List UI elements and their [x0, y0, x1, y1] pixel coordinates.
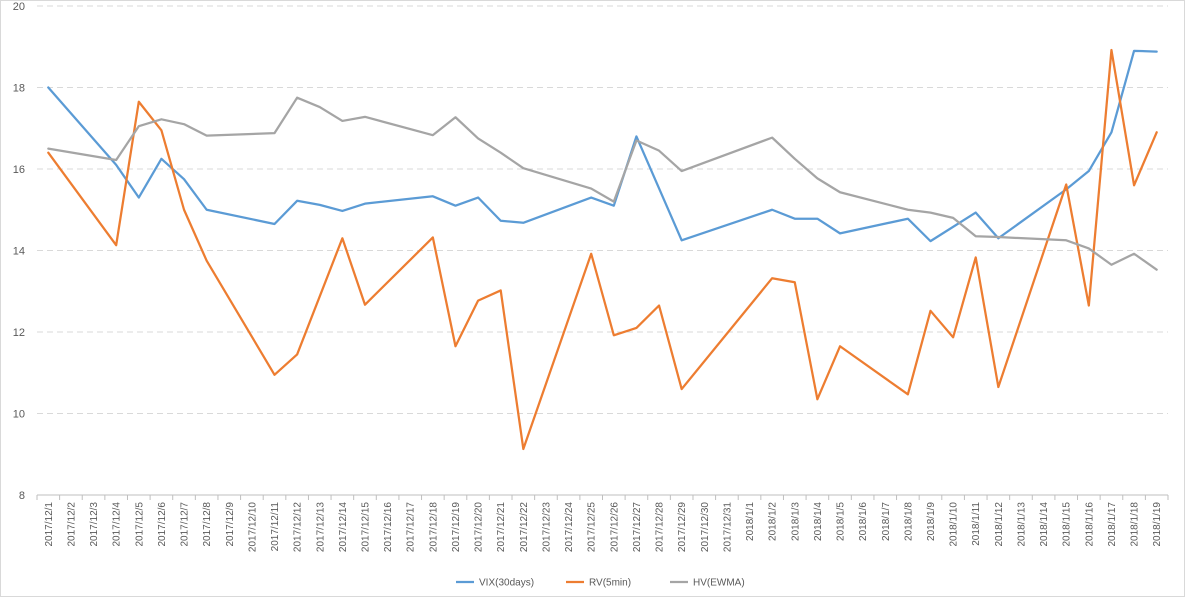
y-tick-label: 14	[13, 246, 25, 258]
x-tick-label: 2017/12/7	[180, 502, 191, 547]
x-tick-label: 2018/1/18	[1130, 502, 1141, 547]
x-tick-label: 2018/1/16	[1084, 502, 1095, 547]
x-tick-label: 2018/1/14	[1039, 502, 1050, 547]
x-tick-label: 2017/12/3	[89, 502, 100, 547]
x-tick-label: 2017/12/12	[293, 502, 304, 552]
x-tick-label: 2018/1/7	[881, 502, 892, 541]
x-tick-label: 2017/12/9	[225, 502, 236, 547]
x-tick-label: 2017/12/29	[677, 502, 688, 552]
legend-label: RV(5min)	[589, 578, 631, 589]
legend: VIX(30days) RV(5min) HV(EWMA)	[456, 578, 745, 589]
x-tick-label: 2018/1/6	[858, 502, 869, 541]
x-tick-label: 2017/12/11	[270, 502, 281, 552]
x-tick-label: 2017/12/16	[383, 502, 394, 552]
x-tick-label: 2018/1/10	[949, 502, 960, 547]
x-tick-label: 2017/12/27	[632, 502, 643, 552]
x-tick-label: 2017/12/23	[541, 502, 552, 552]
x-tick-label: 2018/1/4	[813, 502, 824, 541]
x-axis-tick-labels: 2017/12/1 2017/12/2 2017/12/3 2017/12/4 2017…	[44, 502, 1163, 552]
series-lines	[47, 48, 1158, 451]
x-tick-label: 2018/1/17	[1107, 502, 1118, 547]
x-tick-label: 2017/12/31	[722, 502, 733, 552]
x-tick-label: 2017/12/28	[655, 502, 666, 552]
x-tick-label: 2017/12/25	[587, 502, 598, 552]
y-tick-label: 20	[13, 1, 25, 13]
x-tick-label: 2017/12/17	[406, 502, 417, 552]
x-tick-label: 2018/1/2	[768, 502, 779, 541]
x-tick-label: 2018/1/13	[1016, 502, 1027, 547]
x-tick-label: 2017/12/10	[247, 502, 258, 552]
y-tick-label: 12	[13, 327, 25, 339]
y-tick-label: 18	[13, 83, 25, 95]
x-tick-label: 2017/12/13	[315, 502, 326, 552]
x-tick-label: 2018/1/11	[971, 502, 982, 546]
x-tick-label: 2017/12/2	[66, 502, 77, 547]
x-tick-label: 2018/1/8	[903, 502, 914, 541]
y-tick-label: 10	[13, 409, 25, 421]
x-tick-label: 2018/1/1	[745, 502, 756, 541]
x-tick-label: 2017/12/15	[360, 502, 371, 552]
series-line	[47, 49, 1158, 243]
series-line	[47, 96, 1158, 271]
x-tick-label: 2017/12/18	[428, 502, 439, 552]
legend-label: VIX(30days)	[479, 578, 534, 589]
x-tick-label: 2017/12/26	[609, 502, 620, 552]
x-tick-label: 2017/12/8	[202, 502, 213, 547]
x-tick-label: 2018/1/19	[1152, 502, 1163, 547]
x-tick-label: 2017/12/24	[564, 502, 575, 552]
x-tick-label: 2018/1/5	[836, 502, 847, 541]
x-tick-label: 2018/1/3	[790, 502, 801, 541]
x-tick-label: 2018/1/9	[926, 502, 937, 541]
x-tick-label: 2017/12/1	[44, 502, 55, 547]
x-tick-label: 2017/12/22	[519, 502, 530, 552]
x-tick-label: 2017/12/5	[134, 502, 145, 547]
series-line	[47, 48, 1158, 451]
x-tick-label: 2017/12/14	[338, 502, 349, 552]
gridlines	[37, 5, 1168, 414]
x-axis	[36, 494, 1169, 500]
x-tick-label: 2018/1/12	[994, 502, 1005, 547]
y-tick-label: 16	[13, 164, 25, 176]
x-tick-label: 2017/12/20	[474, 502, 485, 552]
legend-label: HV(EWMA)	[693, 578, 745, 589]
x-tick-label: 2017/12/19	[451, 502, 462, 552]
y-axis-tick-labels: 8 10 12 14 16 18 20	[13, 1, 25, 502]
x-tick-label: 2017/12/21	[496, 502, 507, 552]
y-tick-label: 8	[19, 490, 25, 502]
x-tick-label: 2017/12/6	[157, 502, 168, 547]
x-tick-label: 2017/12/30	[700, 502, 711, 552]
x-tick-label: 2017/12/4	[112, 502, 123, 547]
x-tick-label: 2018/1/15	[1062, 502, 1073, 547]
